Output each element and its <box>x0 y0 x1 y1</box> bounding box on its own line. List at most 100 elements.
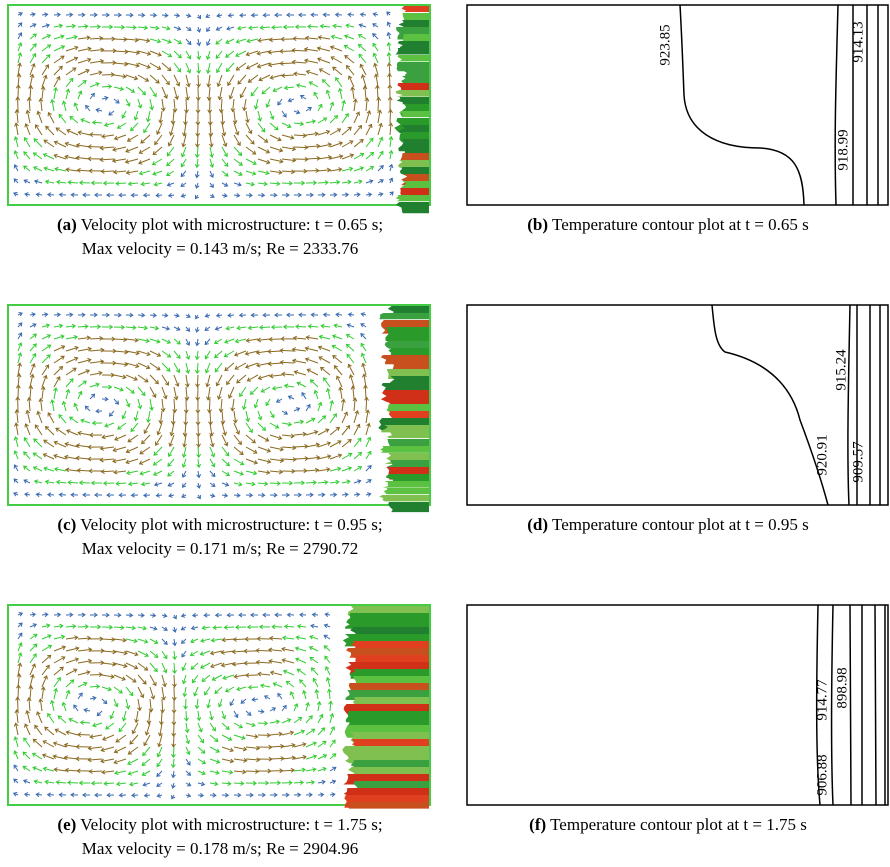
velocity-arrow <box>321 367 330 375</box>
velocity-arrow <box>157 123 162 134</box>
velocity-arrow <box>50 701 54 711</box>
velocity-arrow <box>306 780 314 784</box>
velocity-arrow <box>344 45 354 51</box>
velocity-arrow <box>294 134 306 138</box>
velocity-arrow <box>334 324 342 328</box>
velocity-arrow <box>278 694 282 700</box>
velocity-arrow <box>59 114 66 123</box>
velocity-arrow <box>14 437 18 447</box>
velocity-arrow <box>243 99 247 110</box>
velocity-arrow <box>89 770 102 774</box>
velocity-arrow <box>128 771 138 775</box>
velocity-arrow <box>66 168 78 172</box>
velocity-arrow <box>126 626 135 630</box>
velocity-arrow <box>102 134 114 138</box>
velocity-arrow <box>90 325 100 329</box>
velocity-arrow <box>366 437 371 447</box>
velocity-arrow <box>102 699 107 704</box>
velocity-arrow <box>213 626 222 630</box>
velocity-arrow <box>150 613 155 617</box>
velocity-arrow <box>216 39 222 44</box>
velocity-arrow <box>174 75 180 86</box>
velocity-arrow <box>116 482 126 486</box>
velocity-arrow <box>273 683 282 687</box>
velocity-arrow <box>104 481 114 485</box>
velocity-arrow <box>77 769 90 773</box>
velocity-arrow <box>261 387 270 392</box>
velocity-arrow <box>293 37 306 41</box>
velocity-arrow <box>246 51 258 56</box>
velocity-arrow <box>251 313 258 317</box>
velocity-arrow <box>157 423 162 435</box>
velocity-arrow <box>282 756 295 760</box>
velocity-arrow <box>34 467 42 471</box>
velocity-arrow <box>246 147 256 154</box>
panel-label: (f) <box>529 815 546 834</box>
caption-line: Temperature contour plot at t = 0.65 s <box>552 215 809 234</box>
velocity-arrow <box>366 180 373 184</box>
velocity-arrow <box>330 780 336 784</box>
velocity-arrow <box>42 355 50 363</box>
velocity-arrow <box>234 747 246 751</box>
velocity-arrow <box>131 193 138 197</box>
velocity-arrow <box>330 793 335 797</box>
velocity-arrow <box>90 59 103 63</box>
velocity-arrow <box>323 80 331 87</box>
velocity-arrow <box>126 375 137 380</box>
velocity-arrow <box>54 313 60 317</box>
velocity-arrow <box>150 26 159 30</box>
velocity-arrow <box>306 169 319 173</box>
velocity-arrow <box>361 75 366 87</box>
velocity-arrow <box>282 493 289 497</box>
velocity-arrow <box>361 313 366 317</box>
velocity-arrow <box>306 793 312 797</box>
velocity-arrow <box>25 793 30 797</box>
velocity-arrow <box>221 650 234 654</box>
velocity-arrow <box>219 99 223 112</box>
velocity-arrow <box>93 723 102 727</box>
velocity-arrow <box>66 357 78 363</box>
velocity-arrow <box>365 397 369 411</box>
velocity-arrow <box>66 89 70 99</box>
velocity-arrow <box>114 170 126 174</box>
velocity-arrow <box>331 46 342 51</box>
velocity-arrow <box>54 154 66 159</box>
velocity-arrow <box>186 339 190 345</box>
velocity-arrow <box>282 731 293 735</box>
velocity-arrow <box>34 153 43 159</box>
velocity-arrow <box>18 343 22 351</box>
velocity-arrow <box>150 63 161 69</box>
velocity-arrow <box>78 671 90 675</box>
velocity-arrow <box>182 447 186 457</box>
velocity-arrow <box>78 370 89 375</box>
velocity-arrow <box>222 435 228 446</box>
velocity-arrow <box>233 662 246 666</box>
velocity-arrow <box>18 353 22 363</box>
velocity-arrow <box>78 431 90 435</box>
velocity-arrow <box>42 665 49 675</box>
velocity-arrow <box>378 180 383 183</box>
velocity-arrow <box>66 35 77 39</box>
velocity-arrow <box>90 313 97 317</box>
velocity-arrow <box>231 399 235 411</box>
velocity-arrow <box>258 171 269 175</box>
velocity-arrow <box>389 178 393 183</box>
velocity-arrow <box>162 387 167 399</box>
velocity-arrow <box>282 111 286 117</box>
velocity-arrow <box>216 613 222 617</box>
velocity-arrow <box>138 363 150 369</box>
velocity-arrow <box>184 699 188 709</box>
velocity-arrow <box>174 363 180 372</box>
velocity-arrow <box>354 438 361 447</box>
velocity-arrow <box>162 13 168 17</box>
velocity-arrow <box>18 363 22 375</box>
velocity-arrow <box>186 87 190 100</box>
velocity-arrow <box>302 393 306 399</box>
velocity-arrow <box>306 36 318 40</box>
velocity-arrow <box>54 335 64 339</box>
velocity-arrow <box>207 699 211 708</box>
velocity-arrow <box>48 493 54 497</box>
velocity-arrow <box>102 85 111 89</box>
velocity-arrow <box>318 480 328 484</box>
velocity-arrow <box>341 399 345 411</box>
